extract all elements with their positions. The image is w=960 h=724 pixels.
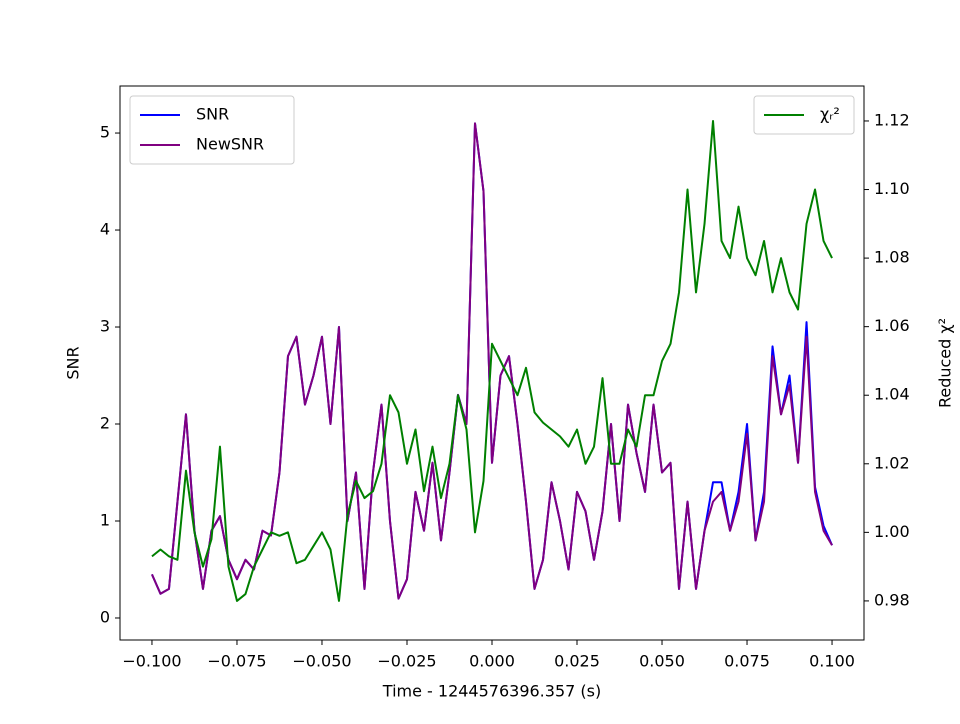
x-tick-label: 0.100 xyxy=(809,652,855,671)
y-axis-label: SNR xyxy=(64,346,83,379)
plot-frame xyxy=(119,85,865,641)
x-tick-label: 0.075 xyxy=(724,652,770,671)
series-line xyxy=(151,119,833,602)
x-tick-label: −0.025 xyxy=(377,652,436,671)
y2-tick-label: 1.04 xyxy=(874,385,910,404)
x-tick-label: −0.075 xyxy=(207,652,266,671)
y-tick-label: 0 xyxy=(100,607,110,626)
y-tick-label: 1 xyxy=(100,510,110,529)
series-line xyxy=(151,122,833,600)
x-tick-label: 0.050 xyxy=(639,652,685,671)
x-tick-label: −0.100 xyxy=(122,652,181,671)
legend-label: NewSNR xyxy=(196,135,264,154)
y2-tick-label: 1.08 xyxy=(874,248,910,267)
y2-tick-label: 1.10 xyxy=(874,179,910,198)
y-tick-label: 3 xyxy=(100,317,110,336)
x-tick-label: 0.000 xyxy=(469,652,515,671)
y-tick-label: 5 xyxy=(100,123,110,142)
x-tick-label: −0.050 xyxy=(292,652,351,671)
y2-tick-label: 0.98 xyxy=(874,590,910,609)
y2-tick-label: 1.02 xyxy=(874,453,910,472)
y2-tick-label: 1.06 xyxy=(874,316,910,335)
x-axis-label: Time - 1244576396.357 (s) xyxy=(382,682,601,701)
y2-tick-label: 1.00 xyxy=(874,522,910,541)
y-tick-label: 2 xyxy=(100,414,110,433)
y-tick-label: 4 xyxy=(100,220,110,239)
y2-tick-label: 1.12 xyxy=(874,110,910,129)
y2-axis-label: Reduced χ² xyxy=(936,318,955,408)
legend-label: χᵣ² xyxy=(820,105,840,124)
legend-box xyxy=(129,95,295,165)
x-tick-label: 0.025 xyxy=(554,652,600,671)
legend-label: SNR xyxy=(196,105,229,124)
